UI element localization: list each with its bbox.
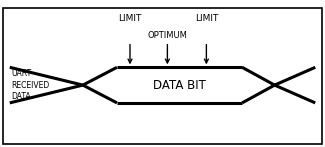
Text: OPTIMUM: OPTIMUM bbox=[148, 31, 187, 40]
Text: LIMIT: LIMIT bbox=[195, 14, 218, 23]
Text: UART
RECEIVED
DATA: UART RECEIVED DATA bbox=[11, 69, 50, 101]
Text: LIMIT: LIMIT bbox=[118, 14, 142, 23]
Text: DATA BIT: DATA BIT bbox=[153, 79, 206, 92]
